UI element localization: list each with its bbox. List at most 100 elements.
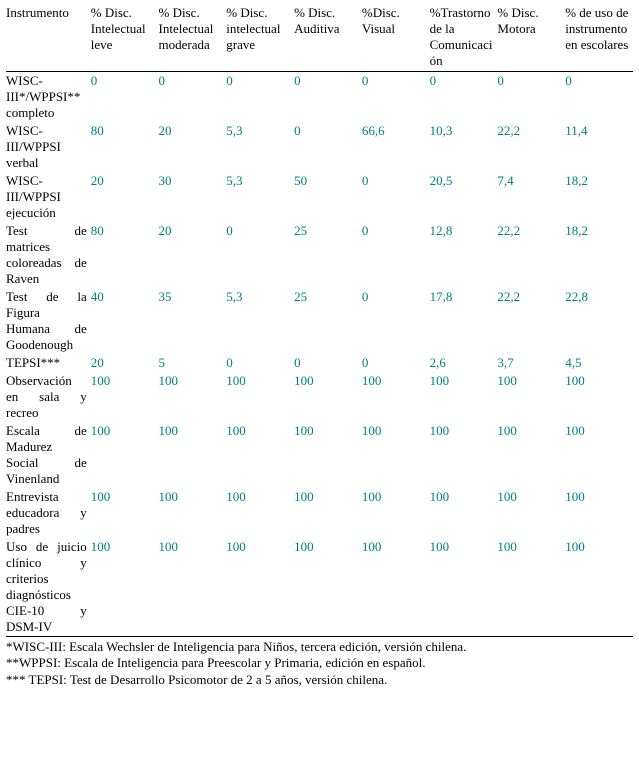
table-row: WISC-III*/WPPSI** completo00000000	[6, 72, 633, 123]
cell-value: 100	[159, 422, 227, 488]
cell-value: 100	[91, 372, 159, 422]
footnote: **WPPSI: Escala de Inteligencia para Pre…	[6, 655, 633, 671]
cell-value: 100	[294, 538, 362, 637]
cell-value: 100	[294, 488, 362, 538]
table-row: Escala de Madurez Social de Vinenland100…	[6, 422, 633, 488]
cell-value: 100	[362, 422, 430, 488]
row-label: Escala de Madurez Social de Vinenland	[6, 422, 91, 488]
cell-value: 100	[159, 488, 227, 538]
cell-value: 100	[497, 538, 565, 637]
table-row: TEPSI***2050002,63,74,5	[6, 354, 633, 372]
cell-value: 20,5	[430, 172, 498, 222]
table-container: Instrumento % Disc. Intelectual leve % D…	[0, 0, 639, 694]
cell-value: 100	[294, 372, 362, 422]
cell-value: 4,5	[565, 354, 633, 372]
cell-value: 22,2	[497, 122, 565, 172]
cell-value: 100	[226, 422, 294, 488]
cell-value: 0	[362, 72, 430, 123]
cell-value: 100	[362, 372, 430, 422]
cell-value: 100	[294, 422, 362, 488]
cell-value: 2,6	[430, 354, 498, 372]
row-label: WISC-III/WPPSI ejecución	[6, 172, 91, 222]
cell-value: 100	[91, 422, 159, 488]
cell-value: 0	[362, 288, 430, 354]
cell-value: 100	[565, 538, 633, 637]
cell-value: 10,3	[430, 122, 498, 172]
cell-value: 80	[91, 222, 159, 288]
footnote: *** TEPSI: Test de Desarrollo Psicomotor…	[6, 672, 633, 688]
row-label: Test de la Figura Humana de Goodenough	[6, 288, 91, 354]
cell-value: 100	[91, 488, 159, 538]
col-header: %Trastorno de la Comunicación	[430, 4, 498, 72]
cell-value: 3,7	[497, 354, 565, 372]
cell-value: 0	[497, 72, 565, 123]
table-header: Instrumento % Disc. Intelectual leve % D…	[6, 4, 633, 72]
col-header: %Disc. Visual	[362, 4, 430, 72]
cell-value: 0	[362, 172, 430, 222]
table-row: WISC-III/WPPSI verbal80205,3066,610,322,…	[6, 122, 633, 172]
table-row: Test de matrices coloreadas de Raven8020…	[6, 222, 633, 288]
cell-value: 22,2	[497, 222, 565, 288]
cell-value: 0	[430, 72, 498, 123]
col-header: Instrumento	[6, 4, 91, 72]
row-label: TEPSI***	[6, 354, 91, 372]
cell-value: 11,4	[565, 122, 633, 172]
cell-value: 22,8	[565, 288, 633, 354]
col-header: % de uso de instrumento en escolares	[565, 4, 633, 72]
cell-value: 5	[159, 354, 227, 372]
footnote: *WISC-III: Escala Wechsler de Inteligenc…	[6, 639, 633, 655]
cell-value: 100	[430, 372, 498, 422]
cell-value: 0	[91, 72, 159, 123]
cell-value: 100	[226, 488, 294, 538]
col-header: % Disc. Auditiva	[294, 4, 362, 72]
cell-value: 66,6	[362, 122, 430, 172]
cell-value: 100	[362, 538, 430, 637]
col-header: % Disc. Intelectual moderada	[159, 4, 227, 72]
cell-value: 20	[91, 172, 159, 222]
table-body: WISC-III*/WPPSI** completo00000000WISC-I…	[6, 72, 633, 637]
cell-value: 18,2	[565, 172, 633, 222]
cell-value: 0	[226, 354, 294, 372]
cell-value: 0	[226, 72, 294, 123]
cell-value: 5,3	[226, 122, 294, 172]
data-table: Instrumento % Disc. Intelectual leve % D…	[6, 4, 633, 637]
cell-value: 0	[362, 354, 430, 372]
cell-value: 30	[159, 172, 227, 222]
cell-value: 100	[91, 538, 159, 637]
row-label: Entrevista educadora y padres	[6, 488, 91, 538]
cell-value: 100	[565, 372, 633, 422]
cell-value: 17,8	[430, 288, 498, 354]
cell-value: 50	[294, 172, 362, 222]
cell-value: 0	[226, 222, 294, 288]
cell-value: 100	[497, 488, 565, 538]
cell-value: 100	[226, 538, 294, 637]
cell-value: 0	[362, 222, 430, 288]
row-label: WISC-III/WPPSI verbal	[6, 122, 91, 172]
cell-value: 0	[159, 72, 227, 123]
cell-value: 20	[159, 122, 227, 172]
cell-value: 40	[91, 288, 159, 354]
table-row: Test de la Figura Humana de Goodenough40…	[6, 288, 633, 354]
cell-value: 22,2	[497, 288, 565, 354]
cell-value: 18,2	[565, 222, 633, 288]
cell-value: 100	[362, 488, 430, 538]
cell-value: 25	[294, 288, 362, 354]
col-header: % Disc. Intelectual leve	[91, 4, 159, 72]
cell-value: 100	[497, 372, 565, 422]
cell-value: 100	[159, 372, 227, 422]
row-label: Observación en sala y recreo	[6, 372, 91, 422]
cell-value: 20	[91, 354, 159, 372]
cell-value: 5,3	[226, 172, 294, 222]
cell-value: 25	[294, 222, 362, 288]
cell-value: 12,8	[430, 222, 498, 288]
col-header: % Disc. Motora	[497, 4, 565, 72]
cell-value: 100	[565, 422, 633, 488]
row-label: WISC-III*/WPPSI** completo	[6, 72, 91, 123]
table-row: WISC-III/WPPSI ejecución20305,350020,57,…	[6, 172, 633, 222]
cell-value: 5,3	[226, 288, 294, 354]
col-header: % Disc. intelectual grave	[226, 4, 294, 72]
footnotes: *WISC-III: Escala Wechsler de Inteligenc…	[6, 637, 633, 688]
cell-value: 20	[159, 222, 227, 288]
cell-value: 0	[565, 72, 633, 123]
cell-value: 100	[430, 422, 498, 488]
